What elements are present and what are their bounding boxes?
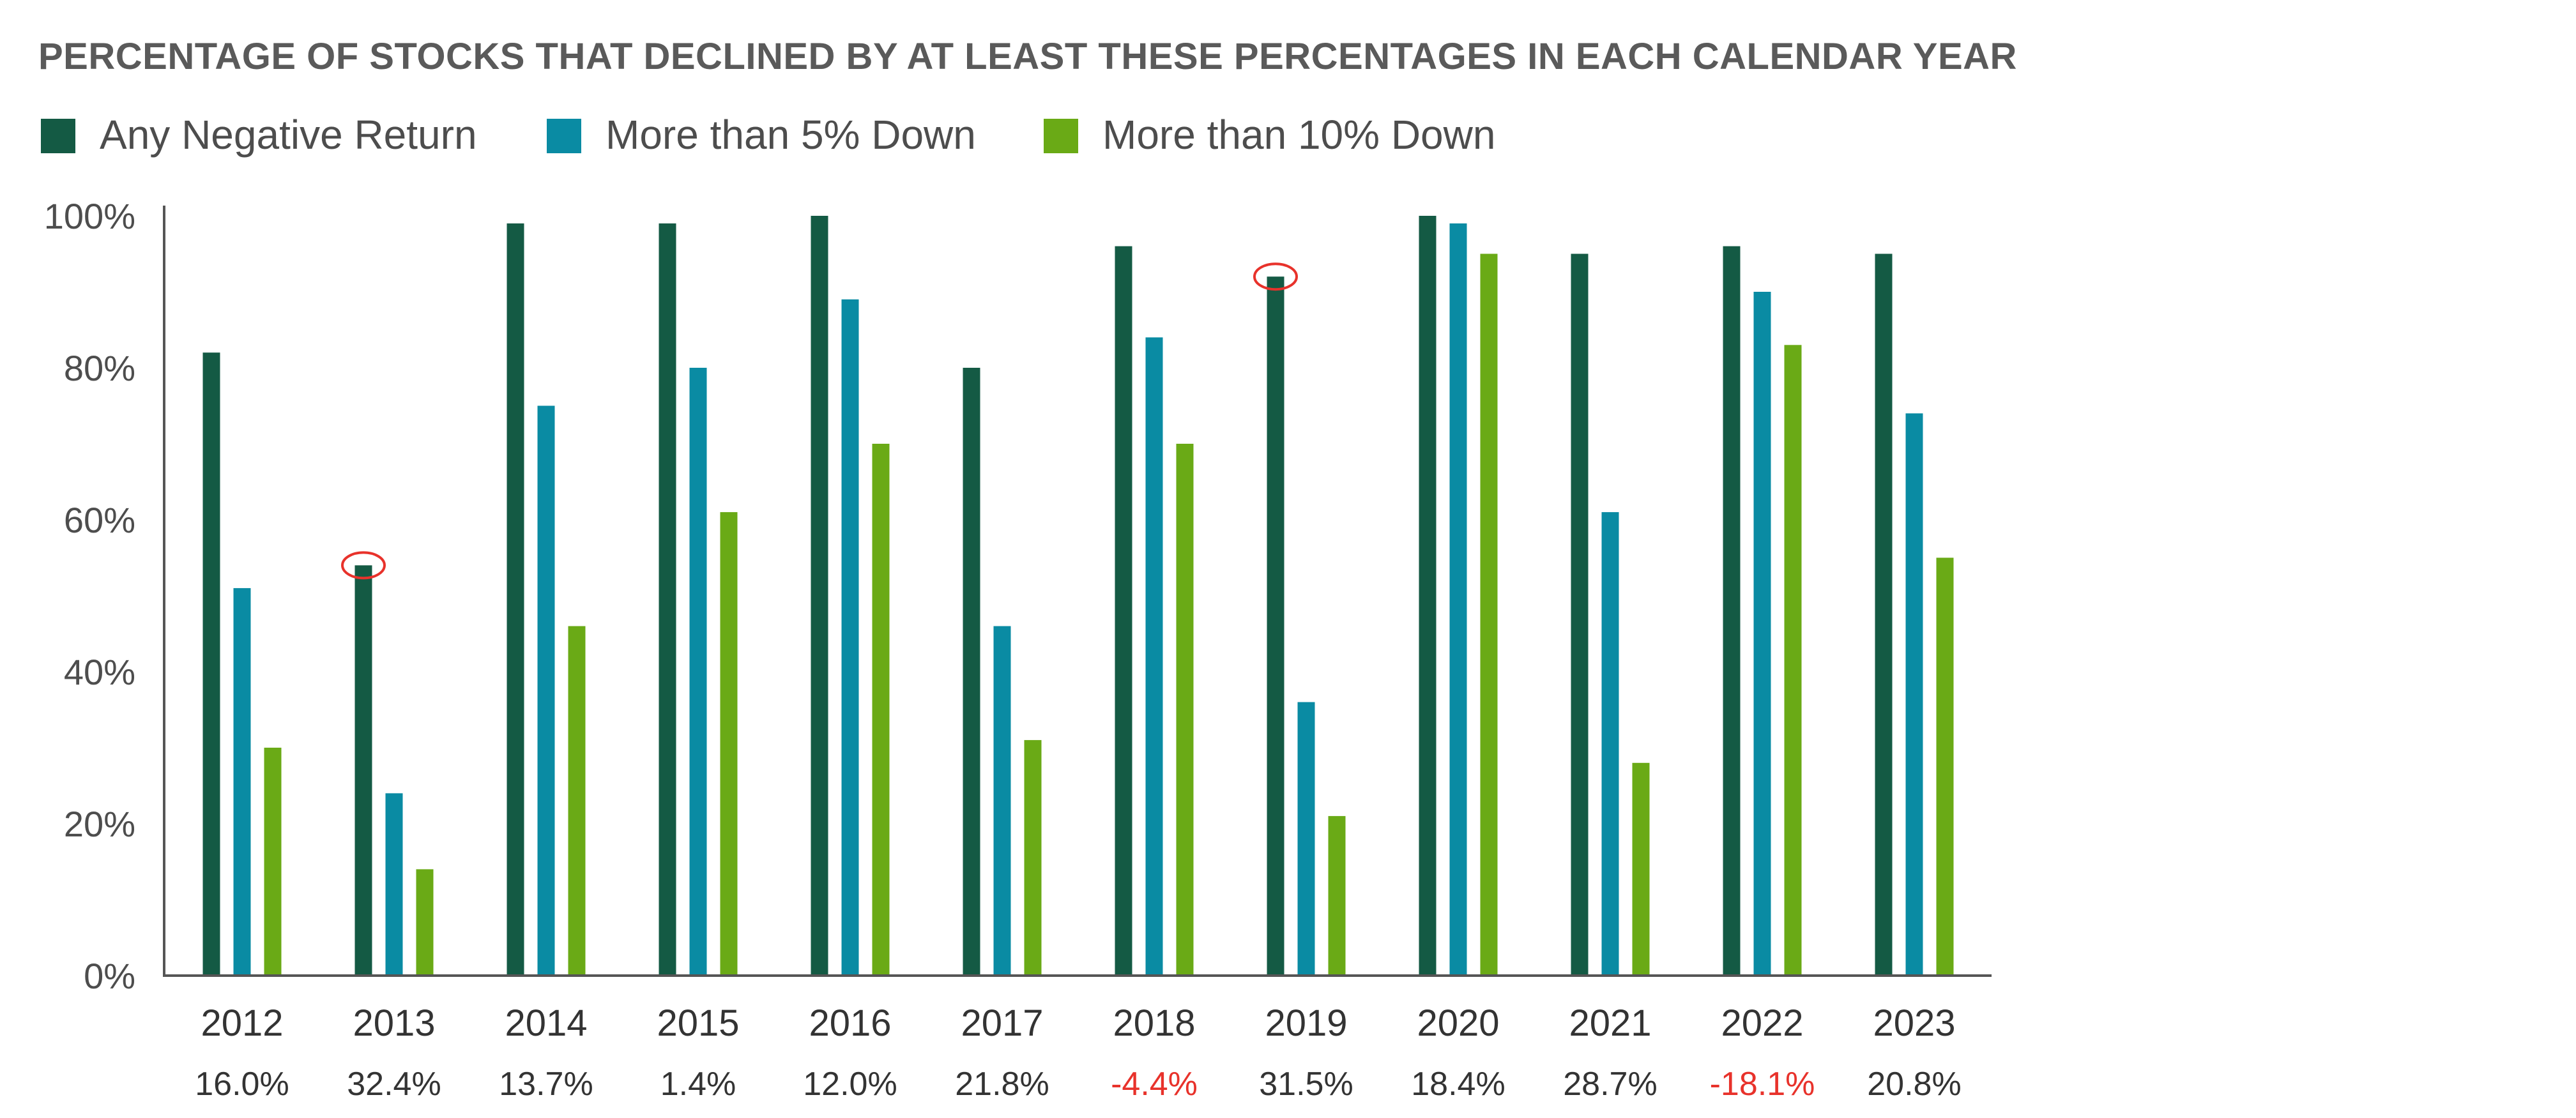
bar-2019-series-1 <box>1267 276 1284 976</box>
bar-2017-series-1 <box>963 368 980 976</box>
return-label-2012: 16.0% <box>195 1066 289 1103</box>
bar-2022-series-3 <box>1784 345 1802 976</box>
bar-2015-series-2 <box>689 368 707 976</box>
bar-2023-series-1 <box>1875 253 1893 976</box>
bar-2023-series-2 <box>1905 413 1923 976</box>
x-tick-label: 2015 <box>657 1002 739 1044</box>
y-tick-label: 100% <box>44 196 135 236</box>
bar-2016-series-1 <box>811 216 828 976</box>
legend-swatch-2 <box>547 119 581 153</box>
bar-2012-series-1 <box>202 352 220 976</box>
bar-2012-series-2 <box>233 588 251 976</box>
bar-2014-series-1 <box>507 223 524 976</box>
highlight-circle-2013 <box>341 551 386 580</box>
bar-2016-series-3 <box>872 444 890 976</box>
bar-2014-series-2 <box>537 405 555 976</box>
bar-2022-series-1 <box>1723 246 1741 976</box>
bar-2022-series-2 <box>1753 292 1771 976</box>
annual-returns: 16.0% 32.4% 13.7% 1.4% 12.0% 21.8% -4.4% 31.5% 1… <box>195 1066 1961 1103</box>
return-label-2014: 13.7% <box>499 1066 593 1103</box>
x-axis: 2012 2013 2014 2015 2016 2017 2018 2019 2020 2021… <box>163 974 1992 1044</box>
bar-2012-series-3 <box>264 748 282 976</box>
bar-2021-series-2 <box>1601 512 1619 976</box>
bar-2014-series-3 <box>568 626 586 976</box>
legend-label-1: Any Negative Return <box>100 112 477 158</box>
y-tick-label: 40% <box>64 652 135 692</box>
bar-2018-series-1 <box>1115 246 1132 976</box>
y-tick-label: 60% <box>64 500 135 540</box>
bar-2023-series-3 <box>1936 557 1954 976</box>
chart-title: PERCENTAGE OF STOCKS THAT DECLINED BY AT… <box>38 36 2017 77</box>
return-label-2020: 18.4% <box>1411 1066 1505 1103</box>
x-tick-label: 2012 <box>201 1002 283 1044</box>
legend-swatch-3 <box>1044 119 1078 153</box>
bar-2020-series-2 <box>1449 223 1467 976</box>
bar-2019-series-2 <box>1297 702 1315 976</box>
y-tick-label: 0% <box>84 956 135 996</box>
legend: Any Negative Return More than 5% Down More… <box>41 112 1495 158</box>
return-label-2016: 12.0% <box>803 1066 897 1103</box>
x-tick-label: 2021 <box>1569 1002 1651 1044</box>
return-label-2017: 21.8% <box>955 1066 1049 1103</box>
x-tick-label: 2018 <box>1113 1002 1195 1044</box>
bar-2013-series-3 <box>416 869 434 976</box>
bar-2021-series-1 <box>1571 253 1589 976</box>
bar-2017-series-2 <box>993 626 1011 976</box>
bar-2013-series-2 <box>385 793 403 976</box>
x-tick-label: 2016 <box>809 1002 891 1044</box>
legend-label-3: More than 10% Down <box>1102 112 1495 158</box>
highlight-markers <box>341 262 1298 580</box>
bar-2013-series-1 <box>354 565 372 976</box>
bar-2018-series-2 <box>1145 337 1163 976</box>
return-label-2019: 31.5% <box>1259 1066 1353 1103</box>
bars <box>202 216 1954 976</box>
x-tick-label: 2013 <box>353 1002 435 1044</box>
x-tick-label: 2022 <box>1721 1002 1803 1044</box>
return-label-2018: -4.4% <box>1111 1066 1198 1103</box>
legend-label-2: More than 5% Down <box>606 112 976 158</box>
y-axis: 0% 20% 40% 60% 80% 100% <box>44 196 165 996</box>
y-tick-label: 20% <box>64 804 135 844</box>
return-label-2021: 28.7% <box>1563 1066 1657 1103</box>
bar-2015-series-1 <box>659 223 676 976</box>
x-tick-label: 2019 <box>1265 1002 1347 1044</box>
legend-swatch-1 <box>41 119 75 153</box>
x-tick-label: 2020 <box>1417 1002 1499 1044</box>
bar-2020-series-1 <box>1419 216 1437 976</box>
x-tick-label: 2014 <box>505 1002 587 1044</box>
x-tick-label: 2023 <box>1873 1002 1955 1044</box>
highlight-circle-2019 <box>1253 262 1298 291</box>
return-label-2015: 1.4% <box>660 1066 736 1103</box>
bar-2019-series-3 <box>1328 816 1346 976</box>
bar-2020-series-3 <box>1480 253 1498 976</box>
return-label-2022: -18.1% <box>1710 1066 1815 1103</box>
bar-2016-series-2 <box>841 299 859 976</box>
y-tick-label: 80% <box>64 348 135 388</box>
return-label-2013: 32.4% <box>347 1066 441 1103</box>
bar-2015-series-3 <box>720 512 738 976</box>
bar-2021-series-3 <box>1632 762 1650 976</box>
bar-2018-series-3 <box>1176 444 1194 976</box>
x-tick-label: 2017 <box>961 1002 1043 1044</box>
return-label-2023: 20.8% <box>1867 1066 1961 1103</box>
bar-2017-series-3 <box>1024 740 1042 976</box>
